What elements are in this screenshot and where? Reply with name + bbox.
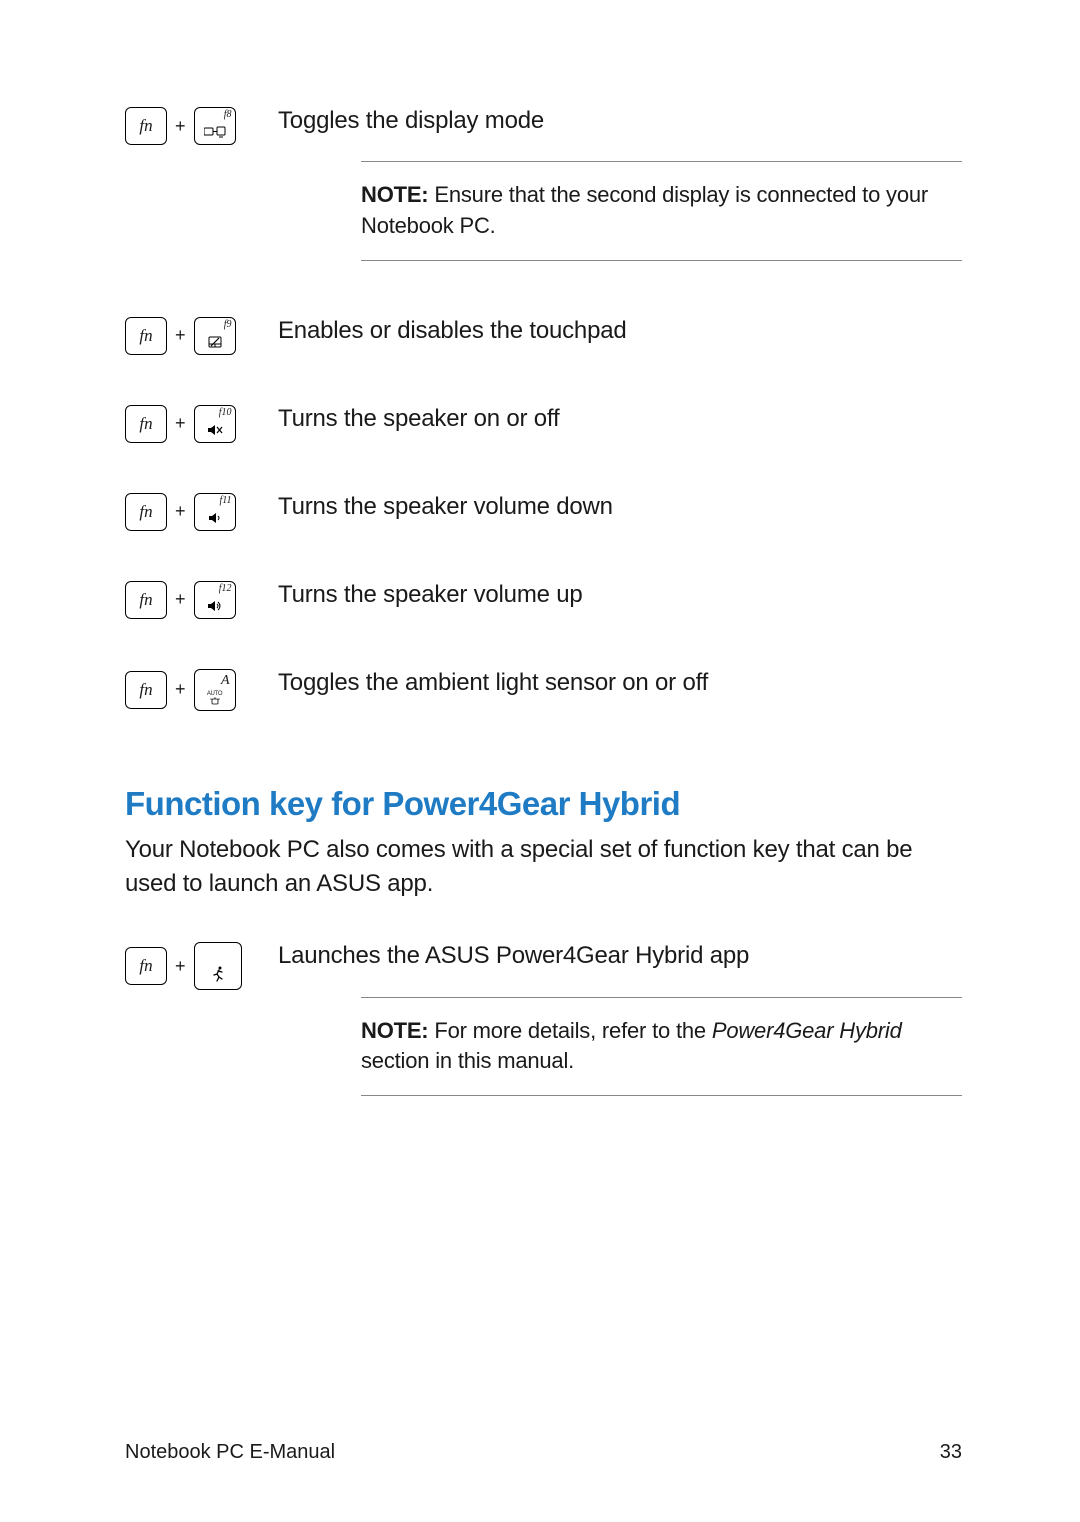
plus-sign: +: [173, 501, 188, 522]
shortcut-row-f8: fn + f8 Toggles the display mode NOTE: E…: [125, 105, 962, 267]
speaker-low-icon: [195, 512, 235, 526]
f8-note-text: NOTE: Ensure that the second display is …: [361, 180, 962, 242]
fn-key: fn: [125, 581, 167, 619]
desc-col-f9: Enables or disables the touchpad: [278, 315, 962, 347]
desc-col-space: Launches the ASUS Power4Gear Hybrid app …: [278, 940, 962, 1102]
key-combo-a: fn + A AUTO: [125, 667, 278, 711]
space-note-text: NOTE: For more details, refer to the Pow…: [361, 1016, 962, 1078]
f8-note-block: NOTE: Ensure that the second display is …: [361, 161, 962, 261]
f8-description: Toggles the display mode: [278, 105, 962, 137]
fn-key: fn: [125, 107, 167, 145]
key-combo-f12: fn + f12: [125, 579, 278, 619]
f11-key: f11: [194, 493, 236, 531]
a-description: Toggles the ambient light sensor on or o…: [278, 667, 962, 699]
auto-sensor-icon: AUTO: [195, 690, 235, 707]
desc-col-f12: Turns the speaker volume up: [278, 579, 962, 611]
fn-key: fn: [125, 493, 167, 531]
f10-key: f10: [194, 405, 236, 443]
f10-description: Turns the speaker on or off: [278, 403, 962, 435]
plus-sign: +: [173, 589, 188, 610]
fn-key: fn: [125, 671, 167, 709]
key-combo-f11: fn + f11: [125, 491, 278, 531]
plus-sign: +: [173, 325, 188, 346]
desc-col-f10: Turns the speaker on or off: [278, 403, 962, 435]
display-toggle-icon: [195, 126, 235, 140]
plus-sign: +: [173, 956, 188, 977]
f11-label: f11: [219, 495, 231, 506]
shortcut-row-f11: fn + f11 Turns the speaker volume down: [125, 491, 962, 531]
shortcut-row-f9: fn + f9 Enables or disables the touchpad: [125, 315, 962, 355]
section-heading: Function key for Power4Gear Hybrid: [125, 785, 962, 823]
key-combo-space: fn +: [125, 940, 278, 990]
desc-col-a: Toggles the ambient light sensor on or o…: [278, 667, 962, 699]
shortcut-row-space: fn + Launches the ASUS Power4Gear Hybrid…: [125, 940, 962, 1102]
desc-col-f8: Toggles the display mode NOTE: Ensure th…: [278, 105, 962, 267]
f12-description: Turns the speaker volume up: [278, 579, 962, 611]
note-label: NOTE:: [361, 182, 428, 207]
running-man-icon: [195, 966, 241, 985]
fn-key: fn: [125, 317, 167, 355]
fn-key: fn: [125, 405, 167, 443]
f12-label: f12: [219, 583, 232, 594]
plus-sign: +: [173, 116, 188, 137]
a-label: A: [221, 673, 230, 689]
f9-key: f9: [194, 317, 236, 355]
manual-page: fn + f8 Toggles the display mode NOTE: E…: [0, 0, 1080, 1522]
note-mid: For more details, refer to the: [428, 1018, 711, 1043]
note-label: NOTE:: [361, 1018, 428, 1043]
shortcut-row-a: fn + A AUTO Toggles the ambient light se…: [125, 667, 962, 711]
f9-description: Enables or disables the touchpad: [278, 315, 962, 347]
fn-key: fn: [125, 947, 167, 985]
plus-sign: +: [173, 413, 188, 434]
a-key: A AUTO: [194, 669, 236, 711]
shortcut-row-f12: fn + f12 Turns the speaker volume up: [125, 579, 962, 619]
section-body: Your Notebook PC also comes with a speci…: [125, 833, 962, 900]
key-combo-f8: fn + f8: [125, 105, 278, 145]
note-tail: section in this manual.: [361, 1048, 574, 1073]
plus-sign: +: [173, 679, 188, 700]
f12-key: f12: [194, 581, 236, 619]
speaker-high-icon: [195, 600, 235, 614]
space-key: [194, 942, 242, 990]
f11-description: Turns the speaker volume down: [278, 491, 962, 523]
space-description: Launches the ASUS Power4Gear Hybrid app: [278, 940, 962, 972]
key-combo-f9: fn + f9: [125, 315, 278, 355]
shortcut-row-f10: fn + f10 Turns the speaker on or off: [125, 403, 962, 443]
page-number: 33: [940, 1441, 962, 1464]
footer-title: Notebook PC E-Manual: [125, 1441, 335, 1464]
f8-key: f8: [194, 107, 236, 145]
page-footer: Notebook PC E-Manual 33: [125, 1441, 962, 1464]
space-note-block: NOTE: For more details, refer to the Pow…: [361, 997, 962, 1097]
note-body: Ensure that the second display is connec…: [361, 182, 928, 238]
speaker-mute-icon: [195, 424, 235, 438]
touchpad-off-icon: [195, 336, 235, 350]
key-combo-f10: fn + f10: [125, 403, 278, 443]
desc-col-f11: Turns the speaker volume down: [278, 491, 962, 523]
note-italic: Power4Gear Hybrid: [712, 1018, 902, 1043]
f10-label: f10: [219, 407, 232, 418]
f8-label: f8: [224, 109, 232, 120]
f9-label: f9: [224, 319, 232, 330]
